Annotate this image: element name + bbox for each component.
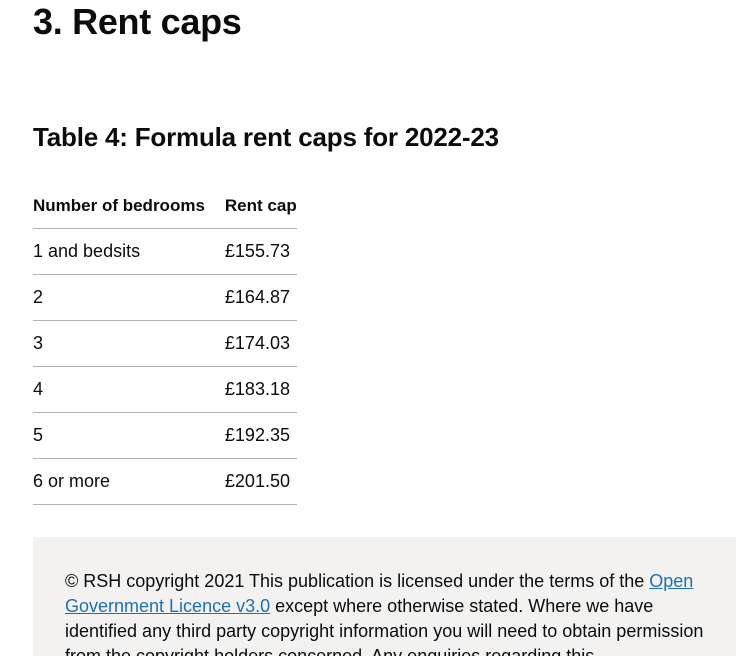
rent-cap-cell: £192.35 bbox=[224, 412, 297, 459]
open-government-licence-link[interactable]: Open Government Licence v3.0 bbox=[65, 571, 694, 616]
bedrooms-cell: 6 or more bbox=[33, 458, 225, 505]
rent-caps-table: Number of bedrooms Rent cap 1 and bedsit… bbox=[33, 183, 297, 505]
rent-cap-cell: £164.87 bbox=[224, 274, 297, 321]
table-row: 6 or more £201.50 bbox=[33, 458, 297, 505]
bedrooms-cell: 3 bbox=[33, 320, 225, 367]
bedrooms-cell: 4 bbox=[33, 366, 225, 413]
section-heading: 3. Rent caps bbox=[33, 1, 242, 42]
copyright-text-start: © RSH copyright 2021 This publication is… bbox=[65, 571, 650, 591]
table-row: 4 £183.18 bbox=[33, 366, 297, 413]
copyright-text-end: except where otherwise stated. Where we … bbox=[65, 596, 704, 656]
table-row: 3 £174.03 bbox=[33, 320, 297, 367]
rent-cap-cell: £174.03 bbox=[224, 320, 297, 367]
column-header-rent-cap: Rent cap bbox=[224, 183, 297, 229]
bedrooms-cell: 2 bbox=[33, 274, 225, 321]
table-header-row: Number of bedrooms Rent cap bbox=[33, 183, 297, 229]
table-row: 1 and bedsits £155.73 bbox=[33, 228, 297, 275]
copyright-notice-box: © RSH copyright 2021 This publication is… bbox=[33, 537, 736, 656]
table-caption: Table 4: Formula rent caps for 2022-23 bbox=[33, 122, 499, 152]
bedrooms-cell: 5 bbox=[33, 412, 225, 459]
column-header-bedrooms: Number of bedrooms bbox=[33, 183, 225, 229]
bedrooms-cell: 1 and bedsits bbox=[33, 228, 225, 275]
rent-cap-cell: £183.18 bbox=[224, 366, 297, 413]
rent-cap-cell: £155.73 bbox=[224, 228, 297, 275]
table-row: 2 £164.87 bbox=[33, 274, 297, 321]
copyright-notice-text: © RSH copyright 2021 This publication is… bbox=[65, 569, 713, 656]
rent-cap-cell: £201.50 bbox=[224, 458, 297, 505]
table-row: 5 £192.35 bbox=[33, 412, 297, 459]
